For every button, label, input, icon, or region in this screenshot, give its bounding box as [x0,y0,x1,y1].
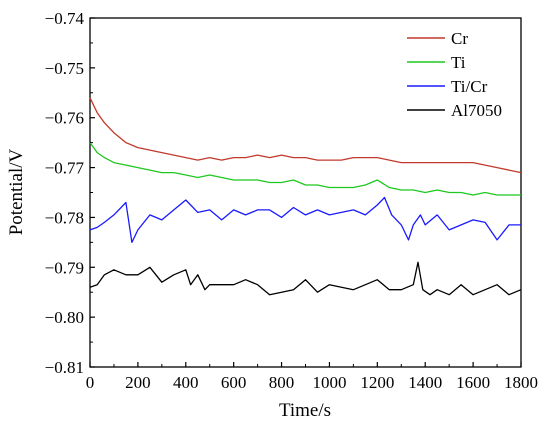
y-tick-label: −0.75 [45,59,84,78]
x-tick-label: 0 [86,373,95,392]
x-tick-label: 200 [125,373,151,392]
x-tick-label: 1000 [312,373,346,392]
y-tick-label: −0.81 [45,358,84,377]
x-tick-label: 400 [173,373,199,392]
series-layer [89,97,522,296]
x-tick-label: 1800 [504,373,538,392]
y-tick-label: −0.74 [45,9,85,28]
x-axis-ticks: 0 200 400 600 800 1000 1200 1400 1600 1800 [86,362,538,392]
y-tick-label: −0.78 [45,208,84,227]
series-line-1 [89,142,521,196]
y-tick-label: −0.76 [45,109,84,128]
y-tick-label: −0.77 [45,159,85,178]
y-axis-title: Potential/V [6,148,27,235]
y-axis-ticks: −0.74 −0.75 −0.76 −0.77 −0.78 −0.79 −0.80 −0.81 [45,9,95,377]
x-tick-label: 1400 [408,373,442,392]
x-tick-label: 1200 [360,373,394,392]
y-tick-label: −0.79 [45,258,84,277]
y-tick-label: −0.80 [45,308,84,327]
series-line-0 [89,97,522,174]
legend-label: Cr [451,29,468,48]
series-line-3 [89,261,522,296]
x-tick-label: 600 [221,373,247,392]
legend-label: Ti/Cr [451,77,488,96]
x-tick-label: 1600 [456,373,490,392]
series-line-2 [89,196,521,244]
legend-label: Ti [451,53,466,72]
x-tick-label: 800 [269,373,295,392]
x-axis-title: Time/s [279,400,331,421]
legend: Cr Ti Ti/Cr Al7050 [407,29,502,120]
legend-label: Al7050 [451,101,502,120]
